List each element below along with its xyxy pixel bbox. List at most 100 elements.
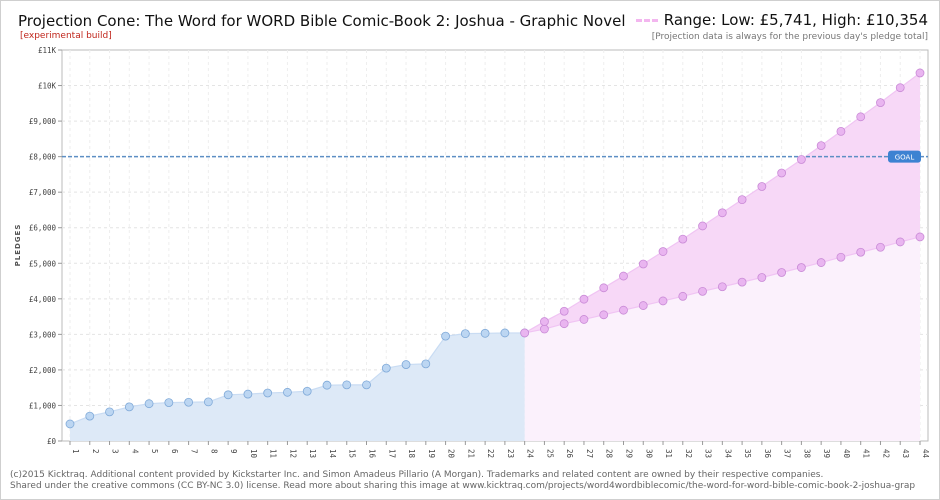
y-tick-label: £3,000 (29, 330, 57, 339)
high-projection-point (836, 126, 846, 136)
goal-label: GOAL (895, 154, 915, 162)
y-tick-label: £11K (38, 46, 57, 55)
x-tick-label: 3 (111, 449, 120, 454)
x-tick-label: 21 (466, 449, 475, 458)
pledge-point (184, 397, 194, 407)
pledge-point (302, 386, 312, 396)
x-tick-label: 38 (802, 449, 811, 459)
x-tick-label: 30 (644, 449, 653, 459)
low-projection-point (717, 282, 727, 292)
x-tick-label: 28 (605, 449, 614, 459)
footer-license: Shared under the creative commons (CC BY… (10, 481, 916, 491)
pledge-point (164, 398, 174, 408)
y-tick-label: £8,000 (29, 153, 57, 162)
low-projection-point (895, 237, 905, 247)
x-tick-label: 22 (486, 449, 495, 458)
x-tick-label: 33 (704, 449, 713, 458)
low-projection-point (698, 286, 707, 296)
low-projection-point (559, 319, 569, 329)
high-projection-point (559, 306, 569, 316)
x-tick-label: 39 (822, 449, 831, 458)
high-projection-point (796, 155, 806, 164)
pledge-point (401, 360, 411, 369)
x-tick-label: 15 (348, 449, 357, 458)
x-tick-label: 6 (170, 449, 179, 454)
x-axis: 1 2 3 4 5 6 7 8 9 10 11 12 13 14 15 16 17 18 19 20 21 22 23 24 2… (69, 441, 930, 459)
y-tick-label: £0 (47, 437, 57, 446)
x-tick-label: 32 (684, 449, 693, 458)
low-projection-point (856, 247, 866, 257)
y-tick-label: £4,000 (29, 295, 57, 304)
high-projection-point (678, 234, 688, 244)
low-projection-point (777, 268, 787, 277)
x-tick-label: 10 (249, 449, 258, 459)
x-tick-label: 14 (328, 449, 337, 459)
low-projection-point (915, 232, 925, 242)
y-tick-label: £7,000 (29, 188, 57, 197)
high-projection-point (816, 141, 826, 151)
low-projection-point (796, 263, 806, 272)
pledge-point (203, 397, 213, 407)
low-projection-point (540, 324, 549, 334)
y-tick-label: £2,000 (29, 366, 57, 375)
pledge-point (105, 407, 114, 417)
y-tick-label: £6,000 (29, 224, 57, 233)
high-projection-point (856, 112, 866, 122)
x-tick-label: 7 (190, 449, 199, 454)
low-projection-point (658, 296, 668, 306)
high-projection-point (717, 208, 727, 218)
x-tick-label: 2 (91, 449, 100, 454)
x-tick-label: 29 (624, 449, 633, 458)
pledge-point (322, 380, 332, 390)
pledge-point (362, 380, 371, 390)
build-label: [experimental build] (20, 31, 112, 41)
pledge-point (144, 399, 154, 409)
x-tick-label: 17 (387, 449, 396, 458)
goal-line-group: GOAL (62, 150, 928, 163)
range-legend: Range: Low: £5,741, High: £10,354 (635, 11, 928, 29)
x-tick-label: 13 (308, 449, 317, 458)
pledge-point (223, 390, 233, 400)
y-tick-label: £10K (38, 82, 57, 91)
pledge-point (283, 387, 292, 397)
x-tick-label: 26 (565, 449, 574, 459)
x-tick-label: 12 (288, 449, 297, 458)
x-tick-label: 35 (743, 449, 752, 458)
high-projection-point (876, 98, 885, 108)
high-projection-point (737, 195, 747, 205)
y-axis-label: PLEDGES (14, 224, 22, 267)
x-tick-label: 20 (447, 449, 456, 459)
low-projection-point (678, 291, 688, 301)
x-tick-label: 8 (209, 449, 218, 454)
x-tick-label: 16 (368, 449, 377, 459)
x-tick-label: 25 (545, 449, 554, 458)
x-tick-label: 9 (229, 449, 238, 454)
x-tick-label: 1 (71, 449, 80, 454)
pledge-point (342, 380, 352, 390)
pledge-point (85, 411, 95, 421)
page-title: Projection Cone: The Word for WORD Bible… (18, 12, 626, 30)
projection-start-point (520, 328, 530, 338)
pledge-point (441, 331, 450, 341)
low-projection-point (876, 242, 885, 252)
low-projection-point (619, 305, 628, 315)
high-projection-point (619, 271, 628, 281)
x-tick-label: 4 (130, 449, 139, 454)
x-tick-label: 42 (881, 449, 890, 458)
x-tick-label: 41 (862, 449, 871, 458)
low-projection-point (737, 277, 747, 287)
high-projection-point (579, 294, 589, 304)
projection-cone-area (524, 72, 920, 333)
low-projection-point (599, 310, 609, 320)
goal-badge (888, 150, 921, 163)
x-tick-label: 37 (783, 449, 792, 458)
high-projection-point (638, 259, 648, 269)
pledge-point (243, 389, 253, 399)
x-tick-label: 24 (526, 449, 535, 459)
pledges-area (70, 332, 525, 441)
y-tick-label: £1,000 (29, 401, 57, 410)
pledge-point (263, 388, 273, 398)
high-projection-point (658, 247, 668, 256)
high-projection-point (698, 221, 707, 231)
